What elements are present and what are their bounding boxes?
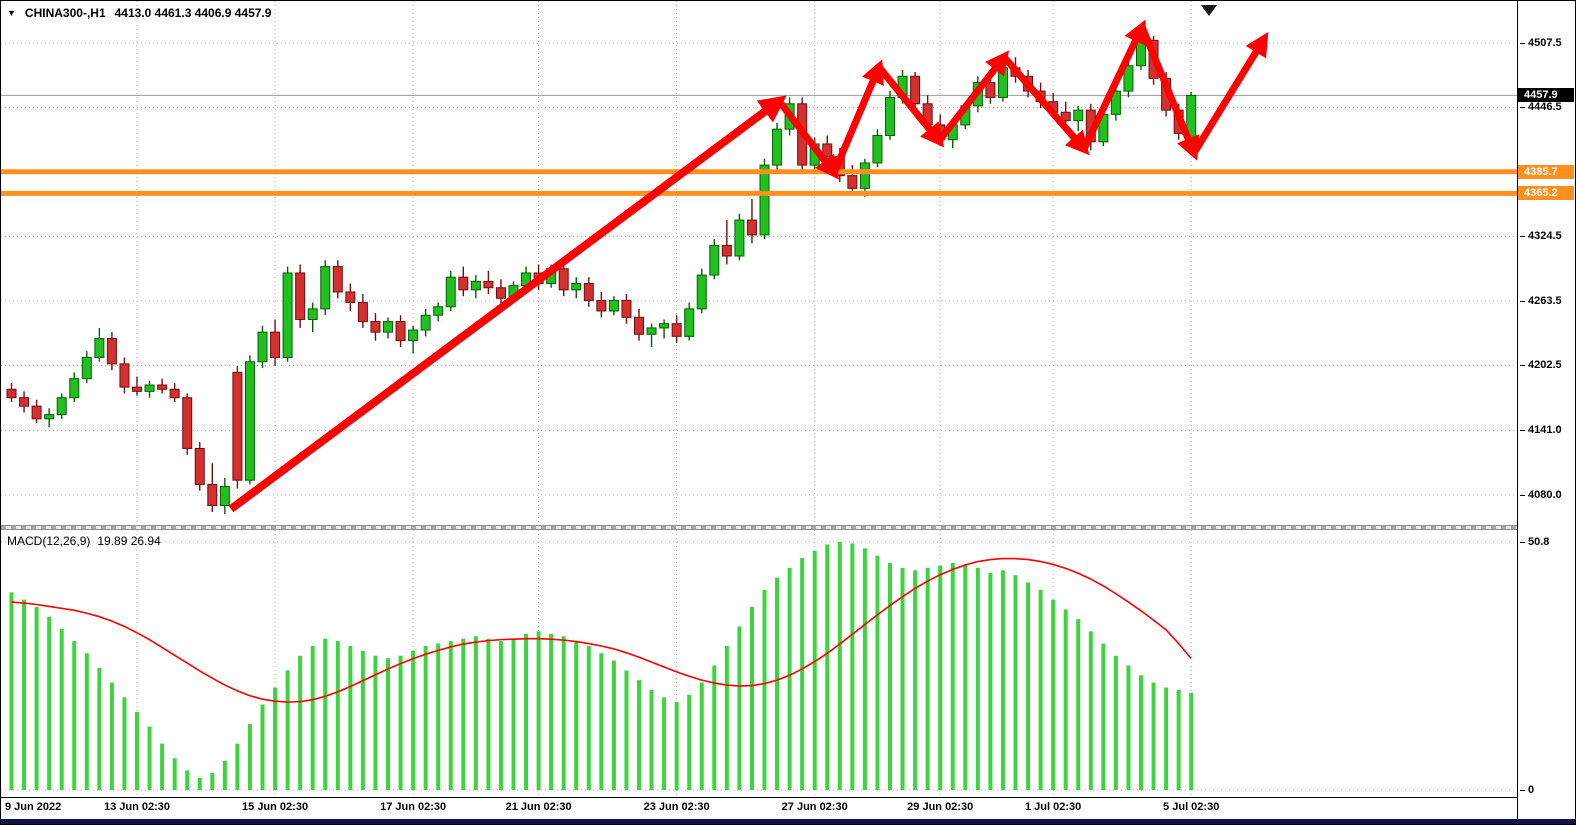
axis-price-label: 4202.5 xyxy=(1519,358,1562,372)
chart-header: ▼ CHINA300-,H1 4413.0 4461.3 4406.9 4457… xyxy=(7,6,271,20)
current-price-tag: 4457.9 xyxy=(1518,88,1574,103)
symbol-period-label: CHINA300-,H1 xyxy=(24,6,106,20)
symbol-dropdown-icon[interactable]: ▼ xyxy=(7,8,16,18)
time-axis-label: 23 Jun 02:30 xyxy=(643,801,710,813)
indicator-label: MACD(12,26,9) 19.89 26.94 xyxy=(7,534,161,548)
axis-price-label: 4446.5 xyxy=(1519,100,1562,114)
window-bottom-edge xyxy=(1,819,1575,824)
hline-price-tag: 4365.2 xyxy=(1518,186,1574,201)
macd-axis-min-label: 0 xyxy=(1519,783,1534,797)
time-axis-label: 13 Jun 02:30 xyxy=(103,801,171,813)
price-axis[interactable]: 4507.5 4446.5 4324.5 4263.5 4202.5 4141.0 4080… xyxy=(1517,1,1574,824)
time-axis-label: 21 Jun 02:30 xyxy=(505,801,572,813)
macd-histogram xyxy=(9,542,1194,790)
macd-gridlines xyxy=(1,530,1517,797)
axis-price-label: 4324.5 xyxy=(1519,229,1562,243)
time-axis-label: 15 Jun 02:30 xyxy=(242,801,309,813)
macd-values: 19.89 26.94 xyxy=(97,534,161,548)
axis-price-label: 4507.5 xyxy=(1519,36,1562,50)
axis-price-label: 4263.5 xyxy=(1519,294,1562,308)
time-axis-label: 27 Jun 02:30 xyxy=(781,801,848,813)
gridlines xyxy=(1,1,1517,525)
time-axis-label: 17 Jun 02:30 xyxy=(380,801,447,813)
macd-signal-line xyxy=(11,557,1192,703)
macd-axis-max-label: 50.8 xyxy=(1519,535,1549,549)
candlesticks xyxy=(6,31,1197,515)
ohlc-values: 4413.0 4461.3 4406.9 4457.9 xyxy=(114,6,272,20)
trend-arrows[interactable] xyxy=(228,19,1269,513)
main-price-chart[interactable] xyxy=(1,1,1517,525)
time-axis-label: 29 Jun 02:30 xyxy=(907,801,974,813)
time-axis-label: 1 Jul 02:30 xyxy=(1025,801,1082,813)
support-resistance-lines[interactable] xyxy=(1,169,1517,196)
axis-price-label: 4080.0 xyxy=(1519,488,1562,502)
axis-price-label: 4141.0 xyxy=(1519,423,1562,437)
panel-splitter[interactable] xyxy=(1,525,1517,530)
time-axis-label: 9 Jun 2022 xyxy=(5,801,62,813)
macd-name: MACD(12,26,9) xyxy=(7,534,91,548)
macd-indicator-panel[interactable] xyxy=(1,530,1517,797)
chart-shift-marker-icon[interactable] xyxy=(1201,5,1217,16)
time-axis-label: 5 Jul 02:30 xyxy=(1163,801,1220,813)
hline-price-tag: 4385.7 xyxy=(1518,164,1574,179)
time-axis[interactable]: 9 Jun 2022 13 Jun 02:30 15 Jun 02:30 17 Jun… xyxy=(1,797,1517,820)
